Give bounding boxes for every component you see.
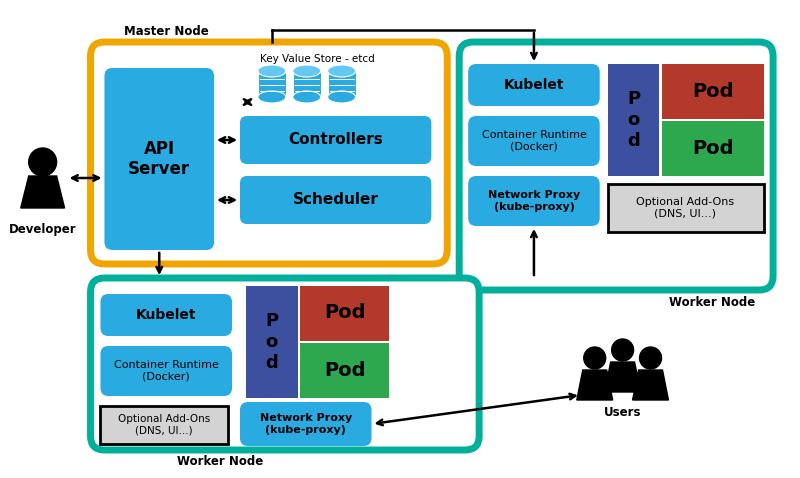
Text: Pod: Pod <box>324 360 366 380</box>
Ellipse shape <box>258 91 286 103</box>
Bar <box>258 71 286 97</box>
FancyBboxPatch shape <box>240 176 431 224</box>
Text: Scheduler: Scheduler <box>293 193 378 207</box>
Circle shape <box>639 347 662 369</box>
Polygon shape <box>605 362 641 392</box>
Bar <box>101 406 228 444</box>
Text: Optional Add-Ons
(DNS, UI...): Optional Add-Ons (DNS, UI...) <box>636 197 734 219</box>
Text: P
o
d: P o d <box>627 90 640 150</box>
Bar <box>662 64 764 119</box>
Bar <box>300 343 390 398</box>
FancyBboxPatch shape <box>90 42 447 264</box>
Text: Developer: Developer <box>9 223 77 236</box>
FancyBboxPatch shape <box>105 68 214 250</box>
Text: Container Runtime
(Docker): Container Runtime (Docker) <box>114 360 218 382</box>
Text: Pod: Pod <box>693 82 734 100</box>
Text: Key Value Store - etcd: Key Value Store - etcd <box>260 54 375 64</box>
Text: Worker Node: Worker Node <box>177 455 263 468</box>
Text: Controllers: Controllers <box>288 132 383 148</box>
FancyBboxPatch shape <box>468 64 600 106</box>
Text: Network Proxy
(kube-proxy): Network Proxy (kube-proxy) <box>488 190 580 212</box>
Text: Kubelet: Kubelet <box>504 78 564 92</box>
FancyBboxPatch shape <box>101 346 232 396</box>
Bar <box>608 184 764 232</box>
Text: Worker Node: Worker Node <box>669 296 755 309</box>
Ellipse shape <box>328 91 355 103</box>
FancyBboxPatch shape <box>90 278 479 450</box>
Bar <box>293 71 321 97</box>
Circle shape <box>29 148 57 176</box>
Text: Container Runtime
(Docker): Container Runtime (Docker) <box>482 130 586 152</box>
Ellipse shape <box>258 65 286 77</box>
Ellipse shape <box>293 91 321 103</box>
Text: Kubelet: Kubelet <box>136 308 197 322</box>
Circle shape <box>584 347 606 369</box>
FancyBboxPatch shape <box>240 116 431 164</box>
FancyBboxPatch shape <box>468 176 600 226</box>
Bar <box>300 286 390 341</box>
Bar <box>246 286 298 398</box>
Ellipse shape <box>328 65 355 77</box>
Text: Pod: Pod <box>324 304 366 323</box>
Polygon shape <box>577 370 613 400</box>
Text: P
o
d: P o d <box>266 312 278 372</box>
Text: API
Server: API Server <box>128 140 190 178</box>
Polygon shape <box>633 370 669 400</box>
FancyBboxPatch shape <box>468 116 600 166</box>
Ellipse shape <box>293 65 321 77</box>
Bar <box>662 121 764 176</box>
Polygon shape <box>21 176 65 208</box>
FancyBboxPatch shape <box>459 42 773 290</box>
FancyBboxPatch shape <box>101 294 232 336</box>
Text: Network Proxy
(kube-proxy): Network Proxy (kube-proxy) <box>260 413 352 435</box>
Bar <box>608 64 659 176</box>
Text: Master Node: Master Node <box>124 25 209 38</box>
Bar <box>328 71 355 97</box>
Text: Optional Add-Ons
(DNS, UI...): Optional Add-Ons (DNS, UI...) <box>118 414 210 436</box>
Circle shape <box>612 339 634 361</box>
FancyBboxPatch shape <box>240 402 371 446</box>
Text: Pod: Pod <box>693 139 734 157</box>
Text: Users: Users <box>604 406 642 419</box>
